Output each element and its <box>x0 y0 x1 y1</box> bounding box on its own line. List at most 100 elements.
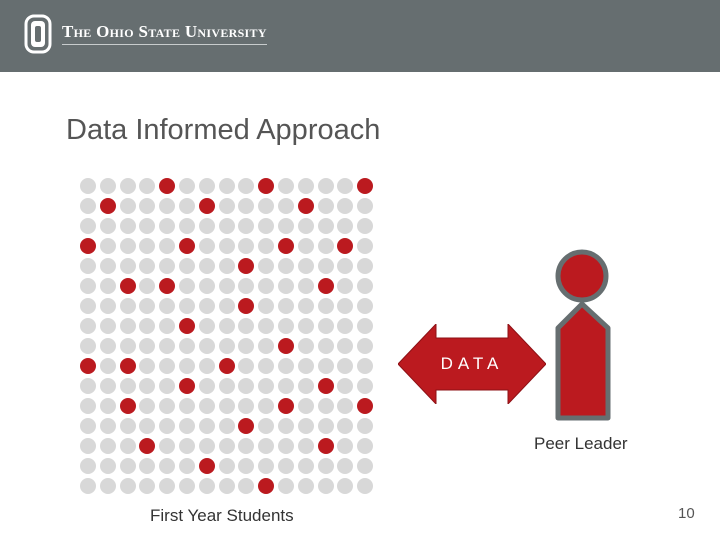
gray-dot <box>218 418 235 434</box>
gray-dot <box>337 338 354 354</box>
gray-dot <box>337 278 354 294</box>
gray-dot <box>258 438 275 454</box>
student-dot-grid <box>80 178 380 498</box>
gray-dot <box>80 178 96 194</box>
gray-dot <box>297 298 314 314</box>
red-dot <box>218 358 235 374</box>
gray-dot <box>139 198 156 214</box>
gray-dot <box>337 318 354 334</box>
gray-dot <box>179 218 195 234</box>
gray-dot <box>357 378 374 394</box>
gray-dot <box>278 178 294 194</box>
gray-dot <box>139 178 156 194</box>
gray-dot <box>139 378 156 394</box>
gray-dot <box>258 338 275 354</box>
gray-dot <box>297 218 314 234</box>
data-arrow-label: DATA <box>440 354 504 373</box>
gray-dot <box>238 438 255 454</box>
gray-dot <box>258 218 275 234</box>
university-wordmark: The Ohio State University <box>62 22 267 45</box>
gray-dot <box>278 358 294 374</box>
gray-dot <box>337 478 354 494</box>
red-dot <box>317 438 334 454</box>
gray-dot <box>99 178 116 194</box>
gray-dot <box>99 258 116 274</box>
gray-dot <box>119 318 136 334</box>
gray-dot <box>179 398 195 414</box>
gray-dot <box>99 338 116 354</box>
gray-dot <box>357 258 374 274</box>
gray-dot <box>337 378 354 394</box>
gray-dot <box>278 218 294 234</box>
gray-dot <box>179 438 195 454</box>
gray-dot <box>258 298 275 314</box>
red-dot <box>119 278 136 294</box>
gray-dot <box>218 298 235 314</box>
red-dot <box>119 398 136 414</box>
gray-dot <box>297 338 314 354</box>
red-dot <box>357 398 374 414</box>
gray-dot <box>139 458 156 474</box>
gray-dot <box>139 398 156 414</box>
gray-dot <box>99 298 116 314</box>
red-dot <box>119 358 136 374</box>
gray-dot <box>357 358 374 374</box>
red-dot <box>258 178 275 194</box>
gray-dot <box>159 418 176 434</box>
gray-dot <box>80 478 96 494</box>
gray-dot <box>99 478 116 494</box>
gray-dot <box>238 338 255 354</box>
gray-dot <box>337 178 354 194</box>
gray-dot <box>337 418 354 434</box>
gray-dot <box>198 338 215 354</box>
gray-dot <box>297 418 314 434</box>
gray-dot <box>258 238 275 254</box>
gray-dot <box>99 418 116 434</box>
gray-dot <box>80 458 96 474</box>
gray-dot <box>297 458 314 474</box>
gray-dot <box>337 398 354 414</box>
gray-dot <box>80 298 96 314</box>
red-dot <box>278 338 294 354</box>
gray-dot <box>218 398 235 414</box>
gray-dot <box>357 478 374 494</box>
gray-dot <box>317 298 334 314</box>
gray-dot <box>119 258 136 274</box>
gray-dot <box>218 438 235 454</box>
gray-dot <box>159 438 176 454</box>
red-dot <box>179 318 195 334</box>
gray-dot <box>337 258 354 274</box>
gray-dot <box>99 378 116 394</box>
red-dot <box>139 438 156 454</box>
gray-dot <box>218 258 235 274</box>
gray-dot <box>80 198 96 214</box>
gray-dot <box>159 258 176 274</box>
gray-dot <box>80 438 96 454</box>
gray-dot <box>337 218 354 234</box>
gray-dot <box>159 338 176 354</box>
first-year-students-label: First Year Students <box>150 506 294 525</box>
red-dot <box>337 238 354 254</box>
gray-dot <box>139 478 156 494</box>
gray-dot <box>80 398 96 414</box>
gray-dot <box>297 478 314 494</box>
gray-dot <box>99 318 116 334</box>
peer-leader-label: Peer Leader <box>534 434 628 453</box>
red-dot <box>278 238 294 254</box>
gray-dot <box>238 398 255 414</box>
gray-dot <box>317 238 334 254</box>
red-dot <box>80 358 96 374</box>
gray-dot <box>179 178 195 194</box>
gray-dot <box>317 198 334 214</box>
gray-dot <box>278 278 294 294</box>
red-dot <box>99 198 116 214</box>
gray-dot <box>357 218 374 234</box>
gray-dot <box>297 358 314 374</box>
block-o-logo-icon <box>24 14 52 54</box>
gray-dot <box>317 398 334 414</box>
gray-dot <box>139 238 156 254</box>
gray-dot <box>80 378 96 394</box>
gray-dot <box>80 278 96 294</box>
gray-dot <box>179 338 195 354</box>
gray-dot <box>218 478 235 494</box>
